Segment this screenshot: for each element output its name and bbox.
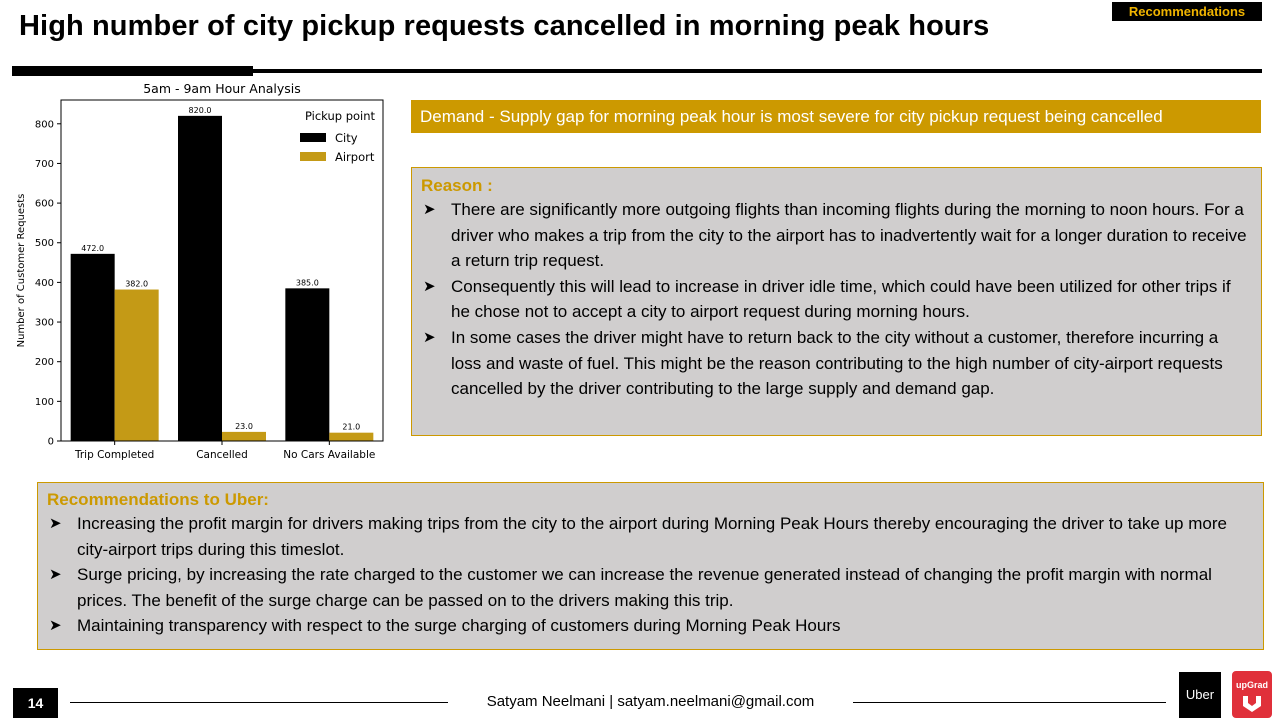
x-tick-label: No Cars Available <box>283 449 375 461</box>
legend-swatch-airport <box>300 152 326 161</box>
list-item: ➤ Increasing the profit margin for driver… <box>47 511 1253 562</box>
bar-airport <box>329 432 374 441</box>
recommendations-list: ➤ Increasing the profit margin for driver… <box>47 511 1253 639</box>
legend-title: Pickup point <box>305 109 376 123</box>
y-tick-label: 500 <box>35 238 54 249</box>
list-item: ➤ Consequently this will lead to increase… <box>421 274 1251 325</box>
y-tick-label: 0 <box>48 437 54 448</box>
demand-supply-banner: Demand - Supply gap for morning peak hou… <box>411 100 1261 133</box>
title-underline-thick <box>12 66 253 76</box>
page-number: 14 <box>13 688 58 718</box>
legend-swatch-city <box>300 133 326 142</box>
y-tick-label: 800 <box>35 119 54 130</box>
arrow-bullet-icon: ➤ <box>49 617 62 635</box>
reason-box: Reason : ➤ There are significantly more o… <box>411 167 1262 436</box>
bar-city <box>285 288 330 441</box>
bar-chart: 5am - 9am Hour Analysis Number of Custome… <box>10 78 395 468</box>
section-tag: Recommendations <box>1112 2 1262 21</box>
y-tick-label: 400 <box>35 278 54 289</box>
bar-value-label: 21.0 <box>342 423 360 432</box>
recommendations-heading: Recommendations to Uber: <box>47 490 269 509</box>
reason-text: In some cases the driver might have to r… <box>451 327 1223 399</box>
list-item: ➤ Maintaining transparency with respect t… <box>47 613 1253 639</box>
list-item: ➤ In some cases the driver might have to … <box>421 325 1251 402</box>
footer-divider-right <box>853 702 1166 703</box>
y-tick-label: 100 <box>35 397 54 408</box>
bar-city <box>70 253 115 441</box>
x-tick-label: Cancelled <box>196 449 248 461</box>
arrow-bullet-icon: ➤ <box>423 328 436 346</box>
arrow-bullet-icon: ➤ <box>49 515 62 532</box>
bar-value-label: 23.0 <box>235 422 253 431</box>
legend-label-airport: Airport <box>335 150 375 164</box>
upgrad-logo: upGrad <box>1232 671 1272 718</box>
x-tick-label: Trip Completed <box>74 449 154 461</box>
upgrad-logo-text: upGrad <box>1235 680 1268 690</box>
bar-value-label: 382.0 <box>125 280 148 289</box>
bar-value-label: 472.0 <box>81 244 104 253</box>
uber-logo: Uber <box>1179 672 1221 718</box>
y-tick-label: 200 <box>35 357 54 368</box>
y-tick-label: 600 <box>35 199 54 210</box>
chart-title: 5am - 9am Hour Analysis <box>143 81 301 96</box>
plot-frame <box>60 99 384 442</box>
arrow-bullet-icon: ➤ <box>423 277 436 295</box>
bar-airport <box>114 289 159 441</box>
footer-credit: Satyam Neelmani | satyam.neelmani@gmail.… <box>486 693 815 710</box>
list-item: ➤ Surge pricing, by increasing the rate c… <box>47 562 1253 613</box>
recommendation-text: Maintaining transparency with respect to… <box>77 616 841 636</box>
arrow-bullet-icon: ➤ <box>49 566 62 584</box>
reason-text: Consequently this will lead to increase … <box>451 276 1231 322</box>
reason-heading: Reason : <box>421 176 493 195</box>
arrow-bullet-icon: ➤ <box>423 201 436 218</box>
y-tick-label: 700 <box>35 159 54 170</box>
y-tick-label: 300 <box>35 318 54 329</box>
y-axis-label: Number of Customer Requests <box>16 194 27 348</box>
title-underline-thin <box>253 69 1262 73</box>
bar-value-label: 820.0 <box>189 106 212 115</box>
bar-airport <box>222 431 266 441</box>
bar-value-label: 385.0 <box>296 278 319 287</box>
legend-label-city: City <box>335 131 358 145</box>
slide-title: High number of city pickup requests canc… <box>19 10 990 42</box>
bar-city <box>178 115 222 441</box>
bar-chart-svg: 5am - 9am Hour Analysis Number of Custome… <box>16 81 384 461</box>
recommendations-box: Recommendations to Uber: ➤ Increasing the… <box>37 482 1264 650</box>
recommendation-text: Surge pricing, by increasing the rate ch… <box>77 565 1212 610</box>
reason-text: There are significantly more outgoing fl… <box>451 200 1247 271</box>
recommendation-text: Increasing the profit margin for drivers… <box>77 514 1227 559</box>
list-item: ➤ There are significantly more outgoing f… <box>421 197 1251 274</box>
reason-list: ➤ There are significantly more outgoing f… <box>421 197 1251 402</box>
footer-divider-left <box>70 702 448 703</box>
upgrad-logo-icon <box>1243 696 1261 712</box>
